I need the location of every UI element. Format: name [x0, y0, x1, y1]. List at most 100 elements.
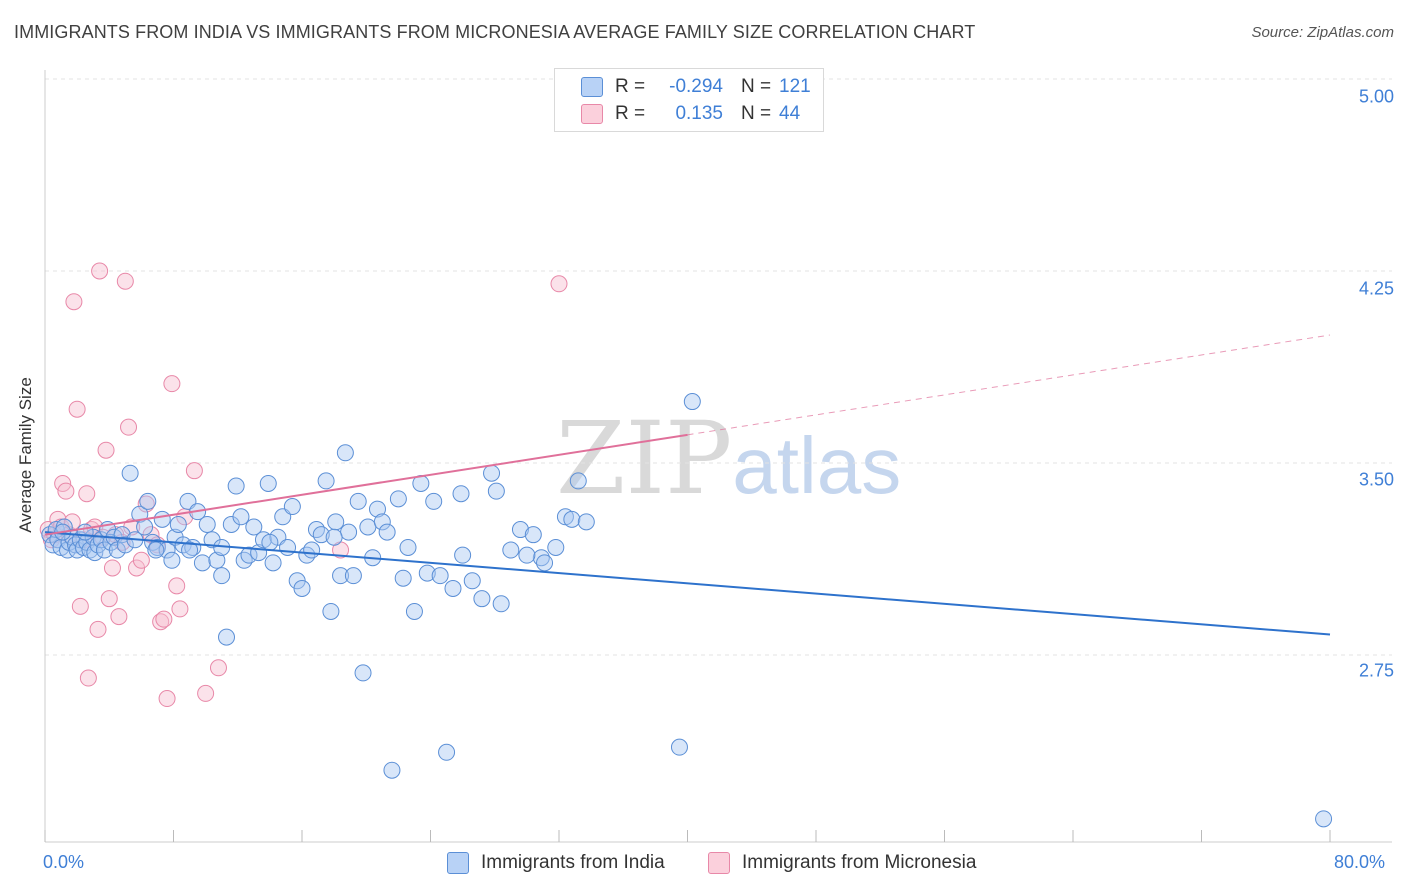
- india-point: [518, 546, 536, 564]
- y-tick-label-3.50: 3.50: [1358, 469, 1394, 490]
- legend-n-value: 121: [779, 76, 811, 97]
- micronesia-point: [209, 659, 227, 677]
- india-point: [108, 541, 126, 559]
- india-point: [405, 602, 423, 620]
- india-point: [322, 602, 340, 620]
- india-point: [487, 482, 505, 500]
- india-point: [163, 551, 181, 569]
- micronesia-point: [110, 608, 128, 626]
- stats-legend: R = -0.294 N = 121 R = 0.135 N = 44: [554, 68, 824, 132]
- india-point: [325, 528, 343, 546]
- micronesia-trend-line-extension: [687, 334, 1331, 436]
- micronesia-point: [120, 418, 138, 436]
- india-point: [147, 541, 165, 559]
- india-point: [452, 485, 470, 503]
- india-point: [340, 523, 358, 541]
- legend-n-label: N =: [741, 103, 772, 124]
- micronesia-point: [171, 600, 189, 618]
- india-point: [139, 492, 157, 510]
- micronesia-point: [103, 559, 121, 577]
- micronesia-point: [65, 293, 83, 311]
- legend-row-india: R = -0.294 N = 121: [555, 73, 811, 101]
- india-point: [383, 761, 401, 779]
- india-point: [232, 508, 250, 526]
- india-point: [536, 554, 554, 572]
- y-tick-label-2.75: 2.75: [1358, 660, 1394, 681]
- india-point: [213, 567, 231, 585]
- legend-r-label: R =: [615, 76, 646, 97]
- india-point: [359, 518, 377, 536]
- micronesia-legend-swatch: [708, 852, 730, 874]
- india-point: [502, 541, 520, 559]
- india-point: [463, 572, 481, 590]
- legend-n-label: N =: [741, 76, 772, 97]
- micronesia-point: [132, 551, 150, 569]
- india-trend-line: [44, 531, 1331, 636]
- micronesia-point: [550, 275, 568, 293]
- micronesia-point: [152, 613, 170, 631]
- legend-item-micronesia: Immigrants from Micronesia: [708, 852, 976, 874]
- india-point: [208, 551, 226, 569]
- india-point: [193, 554, 211, 572]
- india-point: [349, 492, 367, 510]
- india-point: [425, 492, 443, 510]
- micronesia-swatch: [581, 104, 603, 124]
- legend-r-label: R =: [615, 103, 646, 124]
- india-point: [683, 393, 701, 411]
- india-point: [389, 490, 407, 508]
- micronesia-point: [71, 597, 89, 615]
- india-point: [399, 538, 417, 556]
- india-point: [327, 513, 345, 531]
- india-point: [454, 546, 472, 564]
- india-point: [279, 538, 297, 556]
- micronesia-point: [97, 441, 115, 459]
- watermark-atlas: atlas: [732, 421, 902, 510]
- india-point: [563, 510, 581, 528]
- legend-n-value: 44: [779, 103, 801, 124]
- india-point: [368, 500, 386, 518]
- india-point: [438, 743, 456, 761]
- india-point: [524, 526, 542, 544]
- india-point: [245, 518, 263, 536]
- y-tick-label-4.25: 4.25: [1358, 278, 1394, 299]
- india-point: [492, 595, 510, 613]
- india-point: [418, 564, 436, 582]
- india-point: [181, 541, 199, 559]
- x-tick-label-max: 80.0%: [1334, 852, 1386, 872]
- india-point: [332, 567, 350, 585]
- india-point: [378, 523, 396, 541]
- micronesia-point: [78, 485, 96, 503]
- micronesia-point: [57, 482, 75, 500]
- micronesia-point: [185, 462, 203, 480]
- india-point: [431, 567, 449, 585]
- micronesia-point: [155, 610, 173, 628]
- india-legend-label: Immigrants from India: [481, 852, 665, 873]
- micronesia-point: [158, 690, 176, 708]
- micronesia-legend-label: Immigrants from Micronesia: [742, 852, 977, 873]
- india-point: [218, 628, 236, 646]
- micronesia-point: [168, 577, 186, 595]
- y-axis-label: Average Family Size: [16, 377, 35, 533]
- india-point: [1315, 810, 1333, 828]
- india-point: [394, 569, 412, 587]
- india-point: [169, 515, 187, 533]
- india-point: [136, 518, 154, 536]
- india-point: [670, 738, 688, 756]
- legend-r-value: -0.294: [669, 76, 723, 97]
- india-point: [198, 515, 216, 533]
- india-point: [312, 526, 330, 544]
- india-point: [259, 474, 277, 492]
- micronesia-point: [91, 262, 109, 280]
- india-point: [577, 513, 595, 531]
- micronesia-point: [137, 495, 155, 513]
- india-point: [336, 444, 354, 462]
- india-point: [131, 505, 149, 523]
- india-point: [298, 546, 316, 564]
- india-point: [532, 549, 550, 567]
- micronesia-point: [100, 590, 118, 608]
- india-point: [303, 541, 321, 559]
- india-point: [569, 472, 587, 490]
- india-point: [344, 567, 362, 585]
- legend-r-value: 0.135: [675, 103, 723, 124]
